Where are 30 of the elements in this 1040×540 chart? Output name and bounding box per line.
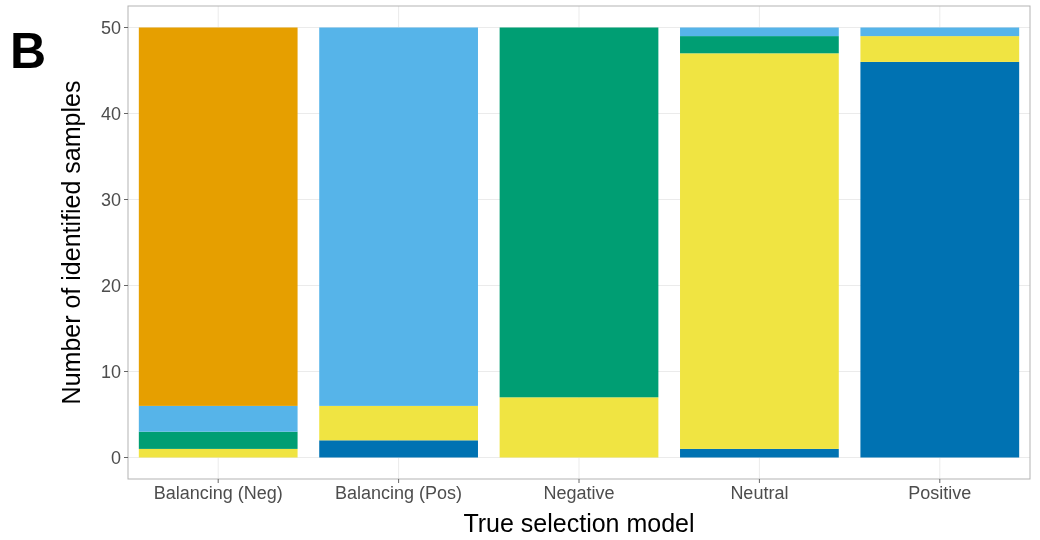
bar [499,27,659,398]
y-tick-label: 50 [100,17,121,38]
bar [138,27,298,406]
bar [860,61,1020,458]
y-tick-label: 20 [100,275,121,296]
bar [860,27,1020,37]
bar [319,440,478,458]
bar [319,27,478,406]
bar [680,448,839,458]
bar [499,397,659,458]
y-tick-label: 30 [100,189,121,210]
bar [860,36,1020,62]
x-tick-label: Balancing (Neg) [153,483,283,503]
y-tick-label: 10 [100,361,121,382]
y-axis-title: Number of identified samples [57,80,85,405]
y-tick-label: 40 [100,103,121,124]
x-tick-label: Neutral [730,483,789,503]
x-tick-label: Balancing (Pos) [335,483,463,503]
chart-title: B [10,23,47,79]
x-tick-label: Negative [543,483,615,503]
bar [680,36,839,54]
bar [680,53,839,449]
bar [138,448,298,458]
x-tick-label: Positive [908,483,972,503]
bar [319,405,478,441]
bar [138,431,298,449]
bar [138,405,298,432]
bar [680,27,839,37]
y-tick-label: 0 [110,447,121,468]
x-axis-title: True selection model [463,509,695,537]
